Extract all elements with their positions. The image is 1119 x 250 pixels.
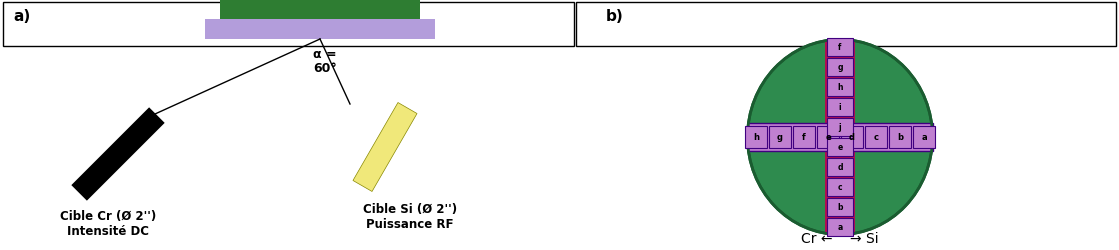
Text: Cr ←    → Si: Cr ← → Si [801, 231, 878, 245]
Text: a): a) [13, 9, 30, 24]
Text: h: h [753, 133, 759, 142]
Text: b): b) [606, 9, 623, 24]
Text: i: i [838, 103, 841, 112]
Text: Cible Cr (Ø 2''): Cible Cr (Ø 2'') [60, 209, 157, 222]
Text: a: a [837, 222, 843, 232]
Bar [827, 138, 853, 156]
Text: d: d [849, 133, 855, 142]
Text: Intensité DC: Intensité DC [67, 224, 149, 237]
Text: j: j [838, 123, 841, 132]
Text: Puissance RF: Puissance RF [366, 217, 453, 230]
Bar [745, 126, 767, 148]
Bar [888, 126, 911, 148]
Bar [827, 158, 853, 176]
Text: g: g [837, 63, 843, 72]
Text: Cible Si (Ø 2''): Cible Si (Ø 2'') [363, 202, 457, 215]
Bar [827, 79, 853, 96]
Polygon shape [352, 103, 417, 192]
Ellipse shape [747, 40, 932, 234]
Bar [3, 3, 574, 47]
Text: c: c [874, 133, 878, 142]
Text: c: c [838, 183, 843, 192]
Bar [827, 178, 853, 196]
Text: g: g [777, 133, 783, 142]
Text: b: b [837, 203, 843, 212]
Bar [220, 0, 420, 20]
Text: a: a [921, 133, 927, 142]
Bar [769, 126, 791, 148]
Text: α =: α = [313, 48, 337, 61]
Text: b: b [897, 133, 903, 142]
Bar [827, 198, 853, 216]
Text: e: e [837, 143, 843, 152]
Bar [817, 126, 839, 148]
Bar [827, 59, 853, 77]
Bar [205, 20, 435, 40]
Bar [827, 218, 853, 236]
Bar [827, 98, 853, 116]
Polygon shape [72, 108, 164, 201]
Text: 60°: 60° [313, 62, 337, 75]
Text: f: f [802, 133, 806, 142]
Bar [747, 124, 933, 152]
Text: e: e [825, 133, 831, 142]
Bar [827, 39, 853, 57]
Bar [913, 126, 935, 148]
Text: h: h [837, 83, 843, 92]
Bar [865, 126, 887, 148]
Bar [825, 41, 855, 235]
Text: f: f [838, 43, 841, 52]
Bar [576, 3, 1116, 47]
Bar [793, 126, 815, 148]
Bar [841, 126, 863, 148]
Text: d: d [837, 163, 843, 172]
Bar [827, 118, 853, 136]
